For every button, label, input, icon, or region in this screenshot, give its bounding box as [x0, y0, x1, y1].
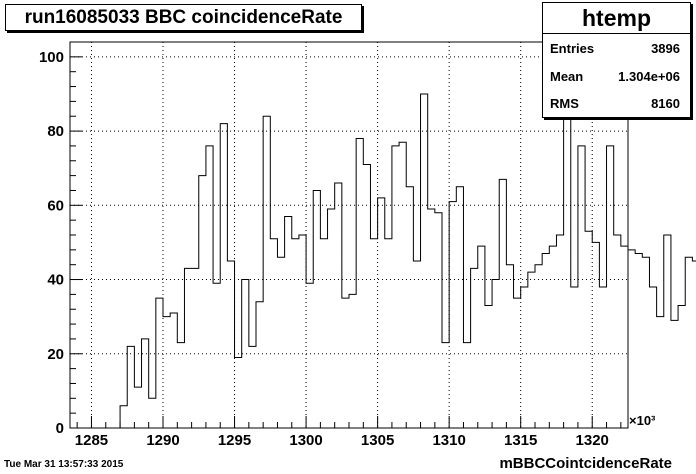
histogram-line: [70, 67, 696, 429]
chart-title: run16085033 BBC coincidenceRate: [5, 4, 362, 31]
x-axis-label: mBBCCointcidenceRate: [499, 455, 672, 472]
stats-histogram-name: htemp: [543, 3, 690, 34]
stats-row-entries: Entries 3896: [543, 35, 690, 62]
stats-box: htemp Entries 3896 Mean 1.304e+06 RMS 81…: [542, 2, 691, 118]
x-tick-label: 1320: [576, 432, 609, 449]
stats-label: RMS: [550, 96, 579, 111]
timestamp: Tue Mar 31 13:57:33 2015: [4, 459, 124, 470]
chart-title-text: run16085033 BBC coincidenceRate: [24, 6, 343, 28]
tick-labels: 1285 1290 1295 1300 1305 1310 1315 1320 0 20 40 60 8…: [39, 49, 609, 449]
stats-row-mean: Mean 1.304e+06: [543, 63, 690, 90]
stats-row-rms: RMS 8160: [543, 90, 690, 117]
x-tick-label: 1295: [218, 432, 251, 449]
y-tick-label: 100: [39, 49, 64, 66]
stats-label: Entries: [550, 41, 595, 56]
stats-label: Mean: [550, 69, 584, 84]
stats-value: 3896: [651, 41, 680, 56]
x-tick-label: 1285: [75, 432, 108, 449]
stats-value: 8160: [651, 96, 680, 111]
x-tick-label: 1305: [361, 432, 394, 449]
axis-ticks: [70, 41, 622, 429]
y-tick-label: 20: [47, 346, 64, 363]
x-tick-label: 1290: [146, 432, 179, 449]
x-tick-label: 1300: [289, 432, 322, 449]
y-tick-label: 60: [47, 197, 64, 214]
x-axis-multiplier: ×10³: [629, 413, 656, 428]
stats-value: 1.304e+06: [618, 69, 680, 84]
y-tick-label: 40: [47, 272, 64, 289]
x-tick-label: 1310: [432, 432, 465, 449]
x-tick-label: 1315: [504, 432, 537, 449]
y-tick-label: 0: [56, 420, 64, 437]
y-tick-label: 80: [47, 123, 64, 140]
